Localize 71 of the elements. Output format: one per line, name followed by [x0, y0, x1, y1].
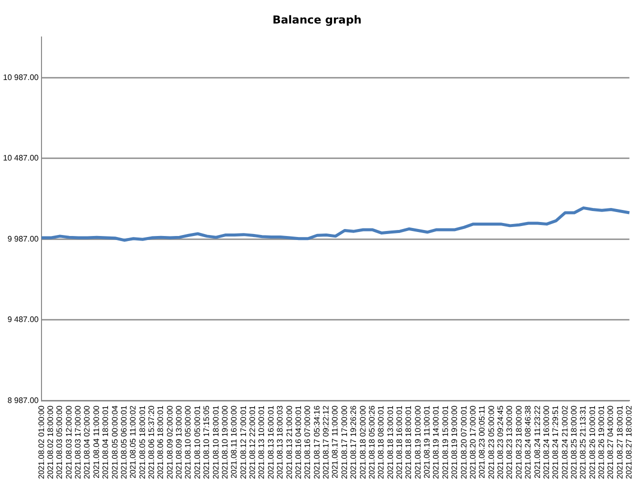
x-tick-label: 2021.08.10 05:00:00 [184, 405, 193, 480]
x-tick-label: 2021.08.19 19:00:00 [450, 405, 460, 480]
x-tick-label: 2021.08.06 15:37:20 [147, 405, 156, 480]
x-tick-label: 2021.08.05 11:00:02 [128, 405, 138, 478]
x-tick-label: 2021.08.27 18:00:02 [624, 405, 634, 480]
x-tick-label: 2021.08.11 16:00:00 [230, 405, 239, 478]
x-tick-label: 2021.08.05 06:00:01 [119, 405, 128, 480]
y-tick-label: 9 987.00 [7, 234, 40, 244]
x-tick-label: 2021.08.27 04:00:00 [606, 405, 616, 480]
y-tick-label: 10 487.00 [2, 154, 40, 163]
x-tick-label: 2021.08.04 02:00:00 [82, 405, 92, 480]
x-tick-label: 2021.08.27 18:00:01 [615, 405, 624, 480]
x-tick-label: 2021.08.10 19:00:00 [220, 405, 230, 480]
x-tick-label: 2021.08.13 21:00:00 [284, 405, 294, 480]
x-tick-label: 2021.08.03 05:00:00 [55, 405, 64, 480]
x-tick-label: 2021.08.04 11:00:00 [92, 405, 101, 478]
x-tick-label: 2021.08.13 10:00:01 [257, 405, 266, 480]
x-tick-label: 2021.08.10 17:15:05 [202, 405, 212, 480]
x-tick-label: 2021.08.17 17:00:00 [340, 405, 349, 480]
x-tick-label: 2021.08.24 11:23:22 [532, 405, 542, 478]
x-tick-label: 2021.08.24 21:00:02 [560, 405, 570, 480]
x-tick-label: 2021.08.17 09:22:12 [322, 405, 331, 480]
x-tick-label: 2021.08.24 16:00:00 [542, 405, 551, 480]
x-tick-label: 2021.08.05 00:00:04 [110, 405, 120, 480]
x-tick-label: 2021.08.12 22:00:01 [248, 405, 258, 480]
x-tick-label: 2021.08.24 17:29:51 [551, 405, 560, 480]
x-tick-label: 2021.08.17 05:34:16 [312, 405, 322, 480]
x-tick-label: 2021.08.18 13:00:01 [386, 405, 395, 480]
x-tick-label: 2021.08.16 04:00:01 [294, 405, 303, 480]
x-tick-label: 2021.08.16 07:00:00 [303, 405, 312, 480]
x-tick-label: 2021.08.23 18:00:00 [514, 405, 524, 480]
x-tick-label: 2021.08.02 01:00:00 [36, 405, 46, 480]
x-tick-label: 2021.08.19 11:00:01 [422, 405, 432, 478]
y-tick-label: 8 987.00 [7, 396, 40, 405]
x-tick-label: 2021.08.09 13:00:00 [174, 405, 184, 480]
x-tick-label: 2021.08.20 07:00:01 [459, 405, 468, 480]
x-tick-label: 2021.08.10 05:00:01 [192, 405, 202, 480]
x-tick-label: 2021.08.02 18:00:00 [46, 405, 55, 480]
y-tick-label: 10 987.00 [2, 72, 40, 82]
x-tick-label: 2021.08.24 08:46:38 [524, 405, 533, 480]
x-tick-label: 2021.08.26 19:00:01 [597, 405, 606, 480]
x-tick-label: 2021.08.05 18:00:01 [138, 405, 147, 480]
x-tick-label: 2021.08.20 17:00:00 [468, 405, 478, 480]
x-tick-label: 2021.08.17 19:26:26 [349, 405, 358, 480]
x-tick-label: 2021.08.13 16:00:01 [266, 405, 276, 480]
x-tick-label: 2021.08.06 18:00:01 [156, 405, 166, 480]
y-tick-label: 9 487.00 [7, 315, 40, 324]
x-tick-label: 2021.08.18 05:00:26 [367, 405, 376, 480]
x-tick-label: 2021.08.23 09:24:45 [496, 405, 506, 480]
x-tick-label: 2021.08.18 08:00:01 [376, 405, 386, 480]
x-tick-label: 2021.08.18 18:00:01 [404, 405, 414, 480]
x-tick-label: 2021.08.03 17:00:00 [74, 405, 83, 480]
x-tick-label: 2021.08.03 12:00:00 [64, 405, 74, 480]
x-tick-label: 2021.08.18 02:00:00 [358, 405, 368, 480]
x-tick-label: 2021.08.18 16:00:01 [394, 405, 404, 480]
x-tick-label: 2021.08.10 18:00:01 [211, 405, 220, 480]
x-tick-label: 2021.08.25 21:13:31 [578, 405, 588, 480]
x-tick-label: 2021.08.23 00:05:11 [478, 405, 487, 478]
x-tick-label: 2021.08.23 05:00:00 [486, 405, 496, 480]
x-tick-label: 2021.08.19 10:00:00 [413, 405, 422, 480]
x-tick-label: 2021.08.19 14:00:01 [432, 405, 441, 480]
chart-title: Balance graph [272, 13, 362, 26]
x-tick-label: 2021.08.09 02:00:00 [165, 405, 174, 480]
x-tick-label: 2021.08.12 17:00:01 [238, 405, 248, 480]
x-tick-label: 2021.08.17 11:00:00 [330, 405, 340, 478]
x-tick-label: 2021.08.25 18:00:00 [569, 405, 578, 480]
x-tick-label: 2021.08.19 15:00:01 [440, 405, 450, 480]
x-tick-label: 2021.08.23 13:00:00 [505, 405, 514, 480]
x-tick-label: 2021.08.13 18:00:03 [276, 405, 285, 480]
x-tick-label: 2021.08.04 18:00:01 [101, 405, 110, 480]
x-tick-label: 2021.08.26 10:00:01 [588, 405, 597, 480]
